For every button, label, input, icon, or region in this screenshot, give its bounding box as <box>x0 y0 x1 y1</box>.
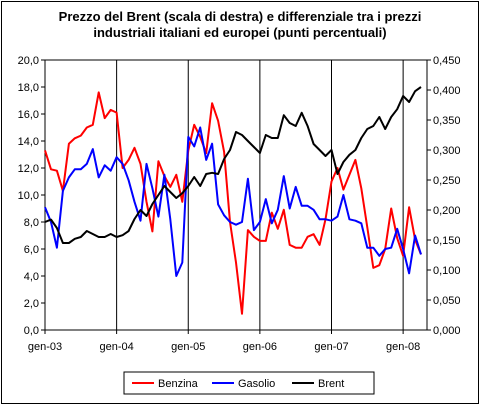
y-left-tick-label: 18,0 <box>18 82 39 94</box>
y-right-tick-label: 0,000 <box>433 325 461 337</box>
x-tick-label: gen-08 <box>386 341 420 353</box>
x-tick-label: gen-03 <box>28 341 62 353</box>
y-left-tick-label: 4,0 <box>24 271 39 283</box>
y-left-tick-label: 0,0 <box>24 325 39 337</box>
x-tick-label: gen-06 <box>243 341 277 353</box>
chart-title-line-2: industriali italiani ed europei (punti p… <box>93 25 387 40</box>
y-left-tick-label: 2,0 <box>24 298 39 310</box>
legend-box <box>123 371 375 395</box>
series-line-benzina <box>44 91 422 315</box>
series-line-brent <box>44 86 422 244</box>
series-line-gasolio <box>44 126 422 277</box>
y-left-tick-label: 16,0 <box>18 109 39 121</box>
legend: Benzina Gasolio Brent <box>123 371 375 395</box>
legend-label-gasolio: Gasolio <box>238 378 275 390</box>
y-right-tick-label: 0,250 <box>433 175 461 187</box>
x-tick-label: gen-05 <box>171 341 205 353</box>
x-tick-label: gen-04 <box>99 341 133 353</box>
y-left-tick-label: 20,0 <box>18 55 39 67</box>
y-right-tick-label: 0,200 <box>433 205 461 217</box>
y-left-tick-label: 10,0 <box>18 190 39 202</box>
y-left-tick-label: 12,0 <box>18 163 39 175</box>
axes: 0,0 2,0 4,0 6,0 8,0 10,0 12,0 14,0 16,0 18,0 20,0 0… <box>18 55 461 353</box>
vertical-gridlines <box>116 60 404 330</box>
legend-label-brent: Brent <box>318 378 344 390</box>
y-right-tick-label: 0,350 <box>433 115 461 127</box>
legend-label-benzina: Benzina <box>158 378 199 390</box>
chart-title-line-1: Prezzo del Brent (scala di destra) e dif… <box>58 9 422 24</box>
y-right-tick-label: 0,400 <box>433 85 461 97</box>
y-left-tick-label: 6,0 <box>24 244 39 256</box>
y-left-tick-label: 14,0 <box>18 136 39 148</box>
y-right-tick-label: 0,450 <box>433 55 461 67</box>
y-right-tick-label: 0,050 <box>433 295 461 307</box>
plot-border <box>44 59 428 331</box>
y-left-tick-label: 8,0 <box>24 217 39 229</box>
plot-area <box>44 59 428 331</box>
series-lines <box>44 86 422 315</box>
y-right-tick-label: 0,100 <box>433 265 461 277</box>
chart-title: Prezzo del Brent (scala di destra) e dif… <box>0 9 480 41</box>
y-right-tick-label: 0,300 <box>433 145 461 157</box>
y-right-tick-label: 0,150 <box>433 235 461 247</box>
x-tick-label: gen-07 <box>314 341 348 353</box>
